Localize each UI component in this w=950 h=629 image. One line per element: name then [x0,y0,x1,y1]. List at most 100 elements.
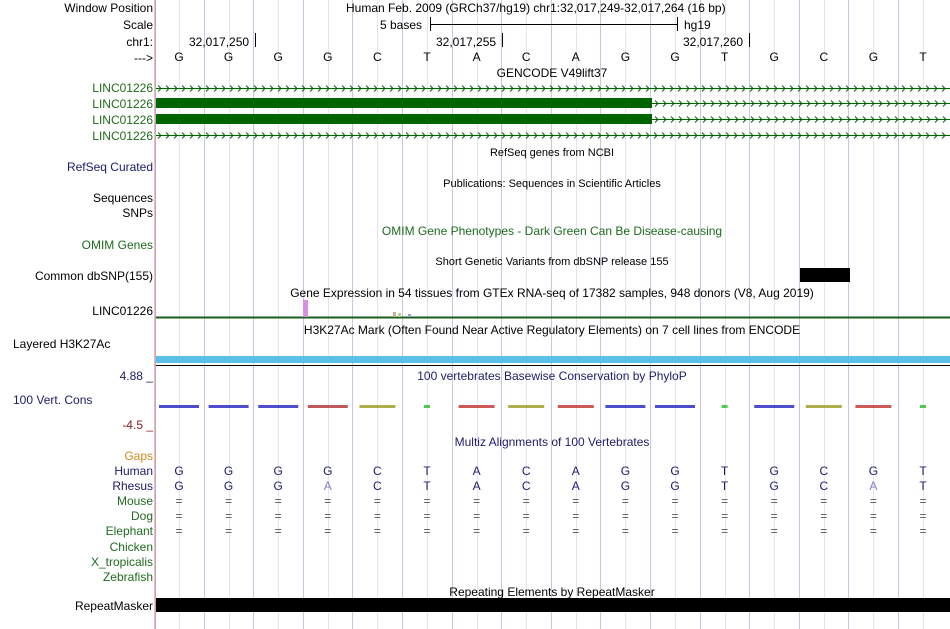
alignment-base: = [473,524,481,538]
alignment-base: C [521,479,531,493]
alignment-base: = [621,524,629,538]
reference-base: T [919,50,927,64]
pubs-title: Publications: Sequences in Scientific Ar… [443,178,661,190]
dbsnp-variant[interactable] [800,268,850,282]
repeatmasker-bar[interactable] [156,598,950,612]
species-label-mouse[interactable]: Mouse [116,494,153,508]
position-tick-2: 32,017,255 [436,35,497,49]
strand-arrows-4 [157,132,946,139]
alignment-base: = [869,494,877,508]
gtex-bar-2 [393,312,396,317]
conservation-mark [258,405,299,408]
reference-base: G [323,50,333,64]
omim-title: OMIM Gene Phenotypes - Dark Green Can Be… [381,224,723,238]
alignment-base: G [670,464,680,478]
reference-base: G [670,50,680,64]
gtex-label[interactable]: LINC01226 [92,304,153,318]
alignment-base: = [621,509,629,523]
alignment-base: = [423,494,431,508]
alignment-base: = [373,524,381,538]
omim-label[interactable]: OMIM Genes [81,238,153,252]
gtex-bar-1 [303,300,308,317]
pubs-label[interactable]: Sequences [92,191,153,205]
alignment-base: C [521,464,531,478]
conservation-marks [159,405,926,408]
cons-label[interactable]: 100 Vert. Cons [13,393,93,407]
snps-label[interactable]: SNPs [122,206,153,220]
gencode-label-4[interactable]: LINC01226 [92,129,153,143]
dbsnp-label[interactable]: Common dbSNP(155) [34,269,153,283]
reference-base: T [720,50,729,64]
species-label-dog[interactable]: Dog [130,509,153,523]
gencode-title: GENCODE V49lift37 [496,66,608,80]
alignment-base: = [373,509,381,523]
gene-exon-3 [156,114,652,124]
refseq-label[interactable]: RefSeq Curated [66,160,153,174]
conservation-mark [159,405,199,408]
position-tick-3: 32,017,260 [683,35,744,49]
alignment-base: = [274,524,282,538]
scale-value: 5 bases [380,18,423,32]
gene-exon-2 [156,98,652,108]
reference-base: G [620,50,631,64]
gencode-label-2[interactable]: LINC01226 [92,97,153,111]
scale-assembly: hg19 [684,18,711,32]
alignment-base: = [919,509,927,523]
alignment-base: G [323,464,333,478]
strand-arrows-3 [654,116,947,123]
species-label-zebrafish[interactable]: Zebrafish [102,570,153,584]
species-label-rhesus[interactable]: Rhesus [112,479,153,493]
conservation-mark [208,405,249,408]
reference-base: G [868,50,879,64]
alignment-base: = [175,494,183,508]
gencode-label-3[interactable]: LINC01226 [92,113,153,127]
alignment-base: = [869,509,877,523]
alignment-base: = [869,524,877,538]
alignment-base: = [274,494,282,508]
conservation-mark [920,405,926,408]
conservation-mark [458,405,495,408]
refseq-title: RefSeq genes from NCBI [489,147,615,159]
alignment-base: G [620,464,631,478]
reference-base: G [174,50,184,64]
reference-base: A [571,50,580,64]
alignment-base: G [273,464,283,478]
alignment-base: = [225,509,233,523]
alignment-base: T [720,464,729,478]
alignment-base: = [373,494,381,508]
species-label-chicken[interactable]: Chicken [109,540,153,554]
gtex-bar-4 [408,314,411,317]
h3k27ac-signal[interactable] [156,356,950,363]
scale-bar [430,17,678,31]
alignment-base: = [671,494,679,508]
conservation-mark [721,405,728,408]
alignment-base: = [721,494,729,508]
conservation-mark [655,405,695,408]
chrom-label: chr1: [126,35,153,49]
alignment-base: = [473,494,481,508]
alignment-base: = [175,509,183,523]
reference-base: C [373,50,382,64]
repeat-label[interactable]: RepeatMasker [74,599,153,613]
alignment-base: = [175,524,183,538]
alignment-base: = [473,509,481,523]
conservation-mark [359,405,396,408]
conservation-mark [805,405,842,408]
h3k27ac-label[interactable]: Layered H3K27Ac [13,337,111,351]
reference-base: G [223,50,234,64]
species-label-elephant[interactable]: Elephant [105,524,153,538]
alignment-base: G [620,479,631,493]
species-label-x_tropicalis[interactable]: X_tropicalis [90,555,153,569]
conservation-mark [855,405,892,408]
conservation-mark [557,405,594,408]
position-tick-1: 32,017,250 [189,35,250,49]
gaps-label[interactable]: Gaps [124,449,153,463]
alignment-base: = [423,509,431,523]
alignment-base: = [770,524,778,538]
strand-arrows-2 [654,100,947,107]
gencode-label-1[interactable]: LINC01226 [92,81,153,95]
alignment-base: T [919,464,927,478]
alignment-base: = [671,524,679,538]
species-label-human[interactable]: Human [114,464,153,478]
alignment-base: = [324,494,332,508]
